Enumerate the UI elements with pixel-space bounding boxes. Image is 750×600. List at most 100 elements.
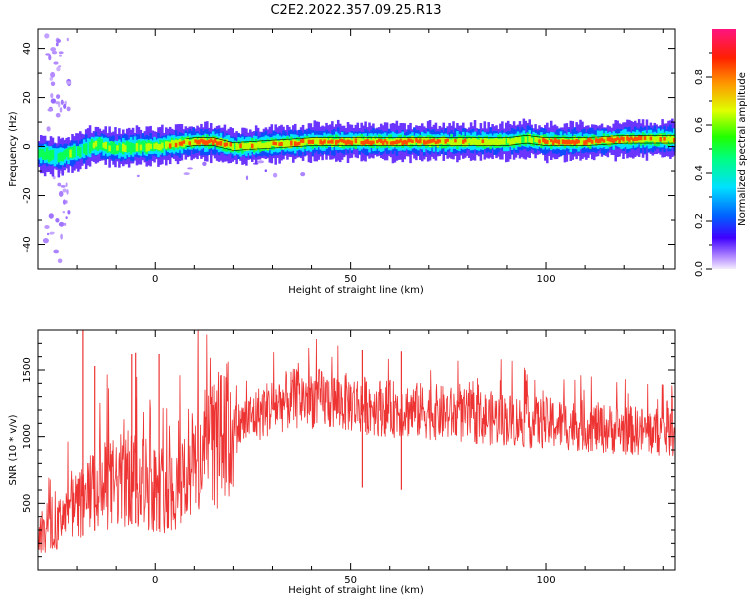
spectrogram-cell: [293, 141, 297, 147]
spectrogram-cell: [415, 138, 418, 143]
spectrogram-cell: [170, 139, 174, 148]
x-tick-label: 50: [344, 575, 357, 586]
spectrogram-noise: [60, 233, 63, 240]
spectrogram-cell: [473, 137, 477, 145]
spectrogram-noise: [59, 54, 62, 57]
spectrogram-cell: [653, 136, 657, 144]
spectrogram-cell: [506, 137, 510, 144]
spectrogram-cell: [80, 143, 84, 158]
spectrogram-noise: [63, 103, 67, 109]
spectrogram-cell: [616, 136, 619, 141]
spectrogram-cell: [196, 140, 199, 145]
spectrogram-cell: [243, 143, 246, 151]
spectrogram-noise: [62, 211, 66, 214]
spectrogram-cell: [432, 138, 436, 143]
spectrogram-noise: [65, 200, 68, 204]
spectrogram-cell: [172, 140, 176, 147]
spectrogram-cell: [659, 136, 662, 142]
spectrogram-cell: [98, 137, 102, 150]
spectrogram-cell: [493, 138, 496, 145]
spectrogram-cell: [356, 136, 360, 145]
spectrogram-cell: [483, 137, 487, 145]
spectrogram-cell: [655, 136, 659, 143]
spectrogram-cell: [184, 138, 188, 146]
spectrogram-cell: [110, 140, 113, 154]
x-tick-label: 0: [152, 575, 158, 586]
spectrogram-noise: [58, 221, 65, 227]
spectrogram-cell: [127, 141, 131, 152]
spectrogram-noise: [66, 189, 69, 195]
y-tick-label: 20: [22, 91, 33, 104]
spectrogram-cell: [442, 136, 446, 145]
spectrogram-cell: [645, 135, 649, 142]
spectrogram-cell: [77, 146, 80, 157]
spectrogram-cell: [231, 143, 234, 152]
spectrogram-cell: [88, 141, 92, 154]
spectrogram-cell: [377, 138, 381, 142]
spectrogram-cell: [639, 135, 643, 141]
spectrogram-cell: [149, 143, 152, 150]
spectrogram-cell: [579, 138, 582, 146]
spectrogram-cell: [503, 136, 506, 145]
figure-title: C2E2.2022.357.09.25.R13: [270, 3, 441, 18]
spectrogram-cell: [346, 139, 350, 145]
spectrogram-cell: [303, 138, 307, 145]
spectrogram-cell: [508, 139, 512, 146]
spectrogram-cell: [585, 139, 588, 145]
spectrogram-cell: [673, 137, 676, 143]
spectrogram-noise: [264, 169, 267, 172]
spectrogram-noise: [66, 106, 71, 112]
spectrogram-cell: [420, 137, 424, 144]
spectrogram-cell: [608, 137, 612, 142]
colorbar-tick-label: 0.8: [694, 69, 705, 85]
spectrogram-cell: [272, 141, 276, 145]
spectrogram-cell: [643, 136, 647, 141]
spectrogram-cell: [247, 142, 250, 151]
spectrogram-cell: [598, 138, 602, 144]
spectrogram-cell: [295, 142, 299, 146]
spectrogram-cell: [501, 138, 504, 145]
spectrogram-cell: [75, 146, 78, 161]
spectrogram-noise: [60, 185, 66, 188]
snr-xlabel: Height of straight line (km): [288, 585, 424, 596]
spectrogram-noise: [49, 231, 55, 234]
spectrogram-cell: [667, 134, 670, 142]
spectrogram-cell: [325, 137, 328, 145]
spectrogram-cell: [606, 137, 610, 141]
spectrogram-cell: [467, 138, 471, 144]
spectrogram-cell: [581, 137, 584, 145]
spectrogram-cell: [387, 139, 391, 147]
colorbar-label: Normalized spectral amplitude: [737, 72, 748, 226]
spectrogram-cell: [577, 139, 580, 144]
spectrogram-cell: [589, 138, 592, 143]
spectrogram-noise: [56, 66, 61, 72]
spectrogram-cell: [526, 132, 530, 144]
spectrogram-cell: [622, 136, 625, 142]
spectrogram-cell: [489, 138, 492, 146]
spectrogram-cell: [424, 140, 428, 145]
spectrogram-cell: [565, 139, 569, 145]
spectrogram-cell: [407, 138, 410, 143]
spectrogram-cell: [252, 142, 256, 150]
spectrogram-cell: [245, 143, 248, 151]
spectrogram-cell: [522, 133, 526, 146]
spectrogram-cell: [385, 136, 389, 144]
spectrogram-cell: [174, 142, 178, 148]
spectrogram-cell: [288, 140, 291, 149]
spectrogram-cell: [587, 137, 590, 143]
spectrogram-cell: [278, 142, 281, 147]
spectrogram-cell: [262, 143, 266, 149]
spectrogram-cell: [538, 139, 541, 144]
spectrogram-noise: [57, 258, 63, 264]
spectrogram-cell: [370, 140, 373, 146]
spectrogram-cell: [84, 143, 88, 156]
spectrogram-cell: [481, 139, 485, 144]
spectrogram-cell: [620, 136, 623, 141]
spectrogram-cell: [569, 140, 573, 145]
spectrogram-cell: [38, 149, 41, 158]
spectrogram-cell: [462, 139, 465, 144]
spectrogram-cell: [317, 137, 320, 146]
spectrogram-noise: [300, 172, 306, 177]
spectrogram-cell: [395, 139, 399, 145]
spectrogram-cell: [379, 138, 383, 144]
